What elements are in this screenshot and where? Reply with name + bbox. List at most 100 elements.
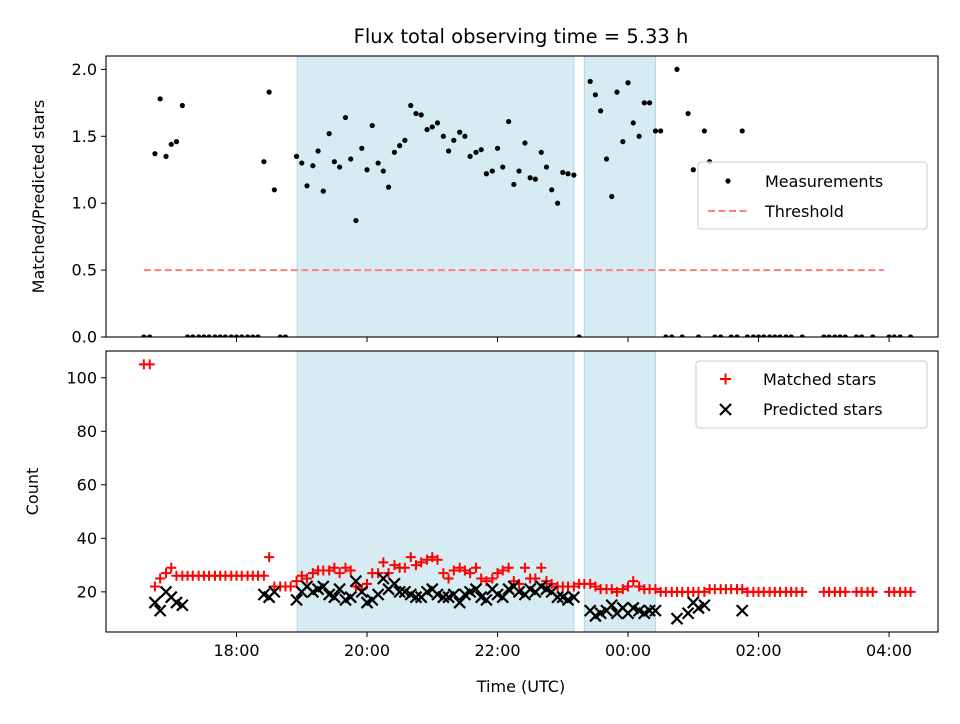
measurement-point bbox=[173, 139, 180, 145]
matched-star-marker bbox=[737, 584, 748, 595]
matched-star-marker bbox=[568, 581, 579, 592]
measurement-point bbox=[250, 334, 256, 337]
predicted-star-marker bbox=[605, 598, 619, 612]
predicted-star-marker bbox=[496, 590, 510, 604]
measurement-point bbox=[391, 149, 398, 155]
measurement-point bbox=[907, 334, 914, 337]
measurement-point bbox=[315, 148, 321, 154]
measurement-point bbox=[364, 167, 370, 173]
predicted-star-marker bbox=[290, 593, 303, 607]
x-tick-label: 02:00 bbox=[735, 641, 781, 660]
predicted-star-marker bbox=[355, 585, 369, 599]
measurement-point bbox=[228, 334, 234, 337]
matched-star-marker bbox=[519, 562, 530, 573]
x-axis-label: Time (UTC) bbox=[476, 677, 565, 696]
measurement-point bbox=[772, 334, 778, 337]
legend-frame bbox=[697, 161, 928, 230]
measurement-point bbox=[543, 164, 550, 170]
measurement-point bbox=[516, 168, 522, 174]
measurement-point bbox=[457, 129, 463, 135]
x-tick-label: 04:00 bbox=[866, 641, 912, 660]
legend-predicted-marker bbox=[719, 403, 732, 416]
measurement-point bbox=[212, 334, 218, 337]
observing-interval bbox=[296, 56, 575, 337]
measurement-point bbox=[261, 159, 267, 165]
y-axis-label: Count bbox=[23, 468, 42, 516]
measurement-point bbox=[870, 334, 876, 337]
measurement-point bbox=[695, 334, 702, 337]
matched-star-marker bbox=[389, 560, 400, 571]
measurement-point bbox=[565, 171, 571, 177]
measurement-point bbox=[494, 145, 501, 151]
measurement-point bbox=[473, 149, 479, 155]
predicted-star-marker bbox=[393, 585, 406, 599]
matched-star-marker bbox=[399, 562, 410, 573]
measurement-point bbox=[767, 334, 773, 337]
plot-area bbox=[138, 351, 916, 632]
measurement-point bbox=[859, 334, 865, 337]
predicted-star-marker bbox=[344, 590, 357, 604]
measurement-point bbox=[576, 334, 582, 337]
predicted-star-marker bbox=[681, 606, 695, 620]
measurement-point bbox=[440, 133, 446, 139]
measurement-point bbox=[413, 110, 419, 117]
matched-star-marker bbox=[161, 568, 172, 579]
measurement-point bbox=[342, 114, 349, 121]
matched-star-marker bbox=[497, 565, 508, 576]
measurement-point bbox=[592, 92, 599, 98]
measurement-point bbox=[837, 334, 843, 337]
measurement-point bbox=[832, 334, 838, 337]
measurement-point bbox=[152, 151, 158, 157]
measurement-point bbox=[408, 102, 414, 109]
measurement-point bbox=[380, 168, 386, 174]
legend-predicted-label: Predicted stars bbox=[763, 400, 883, 419]
measurement-point bbox=[614, 89, 620, 95]
measurement-point bbox=[886, 334, 892, 337]
matched-star-marker bbox=[149, 581, 160, 592]
measurement-point bbox=[826, 334, 832, 337]
predicted-star-marker bbox=[447, 588, 461, 601]
measurement-point bbox=[201, 334, 207, 337]
measurement-point bbox=[755, 334, 762, 337]
measurement-point bbox=[424, 126, 430, 133]
y-tick-label: 1.5 bbox=[72, 127, 97, 146]
measurement-point bbox=[179, 102, 185, 109]
measurement-point bbox=[320, 188, 326, 194]
legend-measurement-marker bbox=[725, 178, 731, 184]
predicted-star-marker bbox=[437, 590, 450, 604]
matched-star-marker bbox=[487, 573, 498, 584]
measurement-point bbox=[609, 193, 615, 200]
measurement-point bbox=[271, 187, 277, 193]
matched-star-marker bbox=[867, 586, 878, 597]
x-tick-label: 22:00 bbox=[474, 641, 520, 660]
predicted-star-marker bbox=[371, 588, 385, 601]
y-tick-label: 2.0 bbox=[72, 60, 97, 79]
axes-frame bbox=[105, 55, 939, 338]
matched-star-marker bbox=[307, 568, 318, 579]
measurement-point bbox=[750, 334, 756, 337]
matched-star-marker bbox=[465, 568, 476, 579]
measurement-point bbox=[402, 137, 408, 143]
measurement-point bbox=[168, 141, 174, 147]
measurement-point bbox=[434, 120, 441, 126]
measurement-point bbox=[348, 156, 354, 162]
matched-star-marker bbox=[155, 573, 166, 584]
measurement-point bbox=[598, 108, 604, 114]
measurement-point bbox=[718, 334, 724, 337]
measurement-point bbox=[549, 187, 555, 193]
legend-threshold-label: Threshold bbox=[764, 202, 844, 221]
measurement-point bbox=[636, 133, 642, 139]
measurement-point bbox=[429, 124, 435, 130]
matched-star-marker bbox=[422, 554, 433, 565]
legend-matched-label: Matched stars bbox=[763, 370, 876, 389]
measurement-point bbox=[842, 334, 848, 337]
x-tick-label: 20:00 bbox=[344, 641, 390, 660]
predicted-star-marker bbox=[698, 598, 711, 612]
measurement-point bbox=[527, 175, 533, 181]
matched-star-marker bbox=[476, 573, 487, 584]
measurement-point bbox=[233, 334, 240, 337]
y-tick-label: 60 bbox=[77, 475, 97, 494]
predicted-star-marker bbox=[176, 598, 189, 612]
matched-star-marker bbox=[536, 562, 547, 573]
